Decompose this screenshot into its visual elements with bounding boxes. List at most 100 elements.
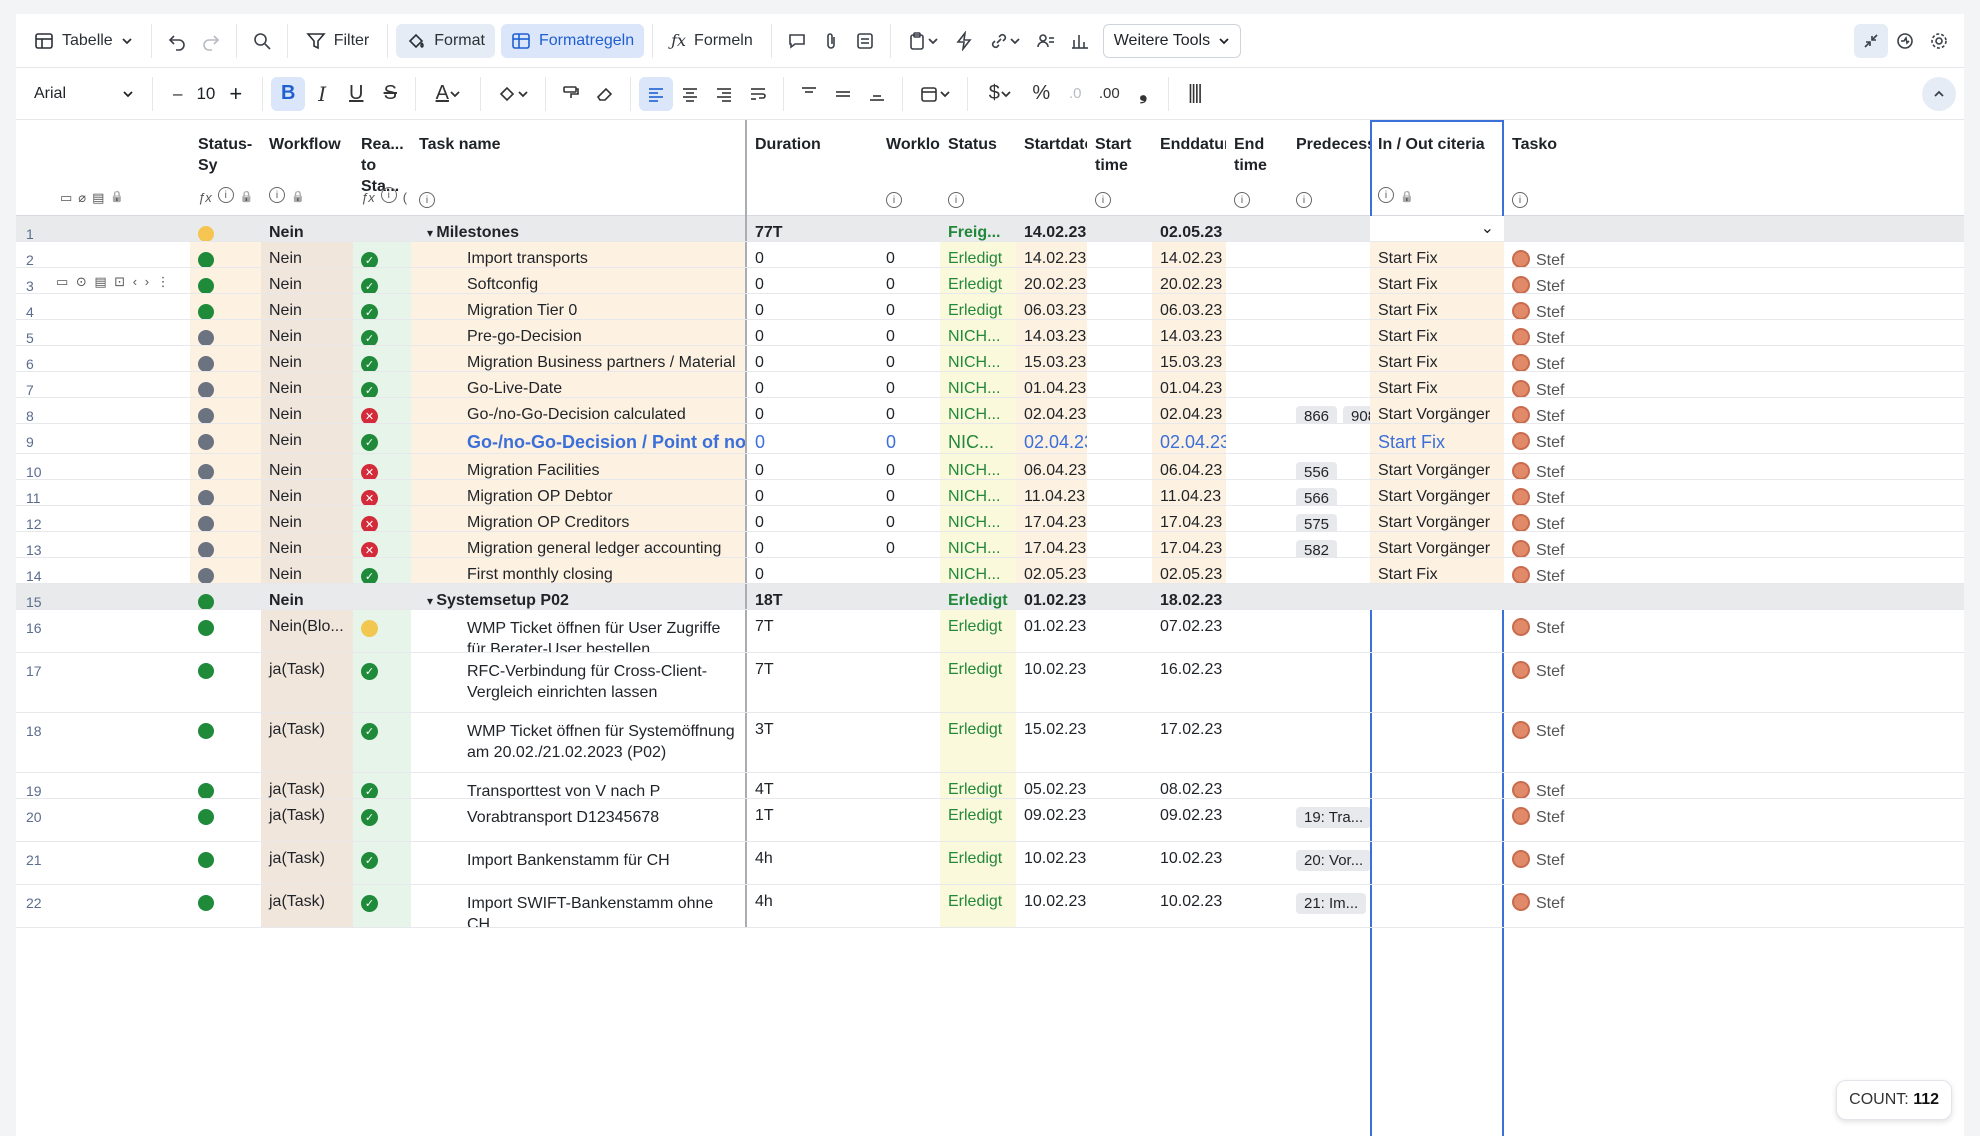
cell-enddate[interactable]: 17.02.23 [1152, 713, 1226, 772]
fill-color-button[interactable] [489, 77, 537, 111]
cell-rownum[interactable]: 5 [16, 320, 190, 345]
cell-workflow[interactable]: ja(Task) [261, 885, 353, 927]
cell-task[interactable]: Go-/no-Go-Decision calculated [411, 398, 747, 423]
collapse-format-bar-button[interactable] [1922, 76, 1956, 111]
cell-task[interactable]: Transporttest von V nach P [411, 773, 747, 798]
cell-predecessors[interactable] [1288, 610, 1370, 652]
cell-enddate[interactable]: 10.02.23 [1152, 842, 1226, 884]
cell-duration[interactable]: 4T [747, 773, 878, 798]
cell-task[interactable]: Migration Business partners / Material [411, 346, 747, 371]
cell-status[interactable]: Erledigt [940, 610, 1016, 652]
cell-rownum[interactable]: 20 [16, 799, 190, 841]
cell-startdate[interactable]: 10.02.23 [1016, 842, 1087, 884]
predecessor-chip[interactable]: 20: Vor... [1296, 850, 1370, 871]
column-header-duration[interactable]: Duration [747, 120, 878, 216]
cell-rownum[interactable]: 22 [16, 885, 190, 927]
column-header-taskowner[interactable]: Tasko i [1504, 120, 1964, 216]
cell-enddate[interactable]: 02.04.23 [1152, 398, 1226, 423]
cell-starttime[interactable] [1087, 424, 1152, 453]
table-row[interactable]: 19 ja(Task) ✓ Transporttest von V nach P 4T E… [16, 773, 1964, 799]
formulas-button[interactable]: ƒx Formeln [661, 24, 763, 58]
cell-workload[interactable] [878, 885, 940, 927]
column-header-status[interactable]: Status i [940, 120, 1016, 216]
cell-workload[interactable]: 0 [878, 454, 940, 479]
cell-status-sy[interactable] [190, 558, 261, 583]
filter-button[interactable]: Filter [296, 24, 380, 58]
cell-task[interactable]: Migration Facilities [411, 454, 747, 479]
cell-taskowner[interactable]: Stef [1504, 653, 1964, 712]
cell-workload[interactable] [878, 842, 940, 884]
cell-workload[interactable]: 0 [878, 242, 940, 267]
table-row[interactable]: 17 ja(Task) ✓ RFC-Verbindung für Cross-Clie… [16, 653, 1964, 713]
cell-enddate[interactable]: 06.03.23 [1152, 294, 1226, 319]
cell-endtime[interactable] [1226, 454, 1288, 479]
comment-button[interactable] [780, 24, 814, 58]
cell-duration[interactable]: 7T [747, 610, 878, 652]
cell-starttime[interactable] [1087, 268, 1152, 293]
cell-status-sy[interactable] [190, 398, 261, 423]
decrease-decimal-button[interactable]: .0 [1058, 77, 1092, 111]
cell-rownum[interactable]: 21 [16, 842, 190, 884]
cell-duration[interactable]: 7T [747, 653, 878, 712]
cell-workflow[interactable]: ja(Task) [261, 773, 353, 798]
predecessor-chip[interactable]: 19: Tra... [1296, 807, 1370, 828]
table-row[interactable]: 9 Nein ✓ Go-/no-Go-Decision / Point of no r… [16, 424, 1964, 454]
cell-inout[interactable]: Start Fix [1370, 320, 1504, 345]
cell-enddate[interactable]: 02.05.23 [1152, 558, 1226, 583]
cell-workflow[interactable]: ja(Task) [261, 653, 353, 712]
cell-enddate[interactable]: 18.02.23 [1152, 584, 1226, 609]
cell-predecessors[interactable] [1288, 268, 1370, 293]
undo-button[interactable] [160, 24, 194, 58]
table-row[interactable]: 8 Nein ✕ Go-/no-Go-Decision calculated 0 0 NIC… [16, 398, 1964, 424]
cell-rownum[interactable]: 19 [16, 773, 190, 798]
cell-enddate[interactable]: 14.03.23 [1152, 320, 1226, 345]
cell-endtime[interactable] [1226, 372, 1288, 397]
view-switcher[interactable]: Tabelle [24, 24, 143, 58]
cell-task[interactable]: Pre-go-Decision [411, 320, 747, 345]
cell-rownum[interactable]: 17 [16, 653, 190, 712]
font-size-value[interactable]: 10 [196, 83, 216, 103]
cell-starttime[interactable] [1087, 799, 1152, 841]
cell-startdate[interactable]: 10.02.23 [1016, 653, 1087, 712]
cell-task[interactable]: First monthly closing [411, 558, 747, 583]
cell-starttime[interactable] [1087, 372, 1152, 397]
predecessor-chip[interactable]: 582 [1296, 540, 1338, 557]
format-button[interactable]: Format [396, 23, 495, 58]
cell-workload[interactable]: 0 [878, 346, 940, 371]
row-actions[interactable]: ▭ ⊙ ▤ ⊡ ‹ › ⋮ [56, 274, 172, 289]
cell-endtime[interactable] [1226, 610, 1288, 652]
cell-task[interactable]: Import Bankenstamm für CH [411, 842, 747, 884]
cell-taskowner[interactable]: Stef [1504, 346, 1964, 371]
predecessor-chip[interactable]: 566 [1296, 488, 1338, 505]
cell-enddate[interactable]: 01.04.23 [1152, 372, 1226, 397]
cell-rownum[interactable]: 16 [16, 610, 190, 652]
cell-enddate[interactable]: 14.02.23 [1152, 242, 1226, 267]
cell-status-sy[interactable] [190, 320, 261, 345]
cell-workload[interactable] [878, 713, 940, 772]
cell-inout[interactable]: Start Vorgänger [1370, 506, 1504, 531]
cell-status-sy[interactable] [190, 584, 261, 609]
cell-predecessors[interactable]: 582 [1288, 532, 1370, 557]
column-header-rownum[interactable]: ▭ ⌀ ▤ 🔒 [16, 120, 190, 216]
cell-starttime[interactable] [1087, 713, 1152, 772]
cell-status-sy[interactable] [190, 424, 261, 453]
cell-workflow[interactable]: Nein [261, 320, 353, 345]
cell-predecessors[interactable] [1288, 216, 1370, 241]
cell-ready[interactable]: ✓ [353, 885, 411, 927]
cell-duration[interactable]: 0 [747, 294, 878, 319]
cell-task[interactable]: ▾ Milestones [411, 216, 747, 241]
cell-rownum[interactable]: 10 [16, 454, 190, 479]
cell-predecessors[interactable]: 19: Tra... [1288, 799, 1370, 841]
cell-startdate[interactable]: 02.05.23 [1016, 558, 1087, 583]
cell-inout[interactable]: Start Fix [1370, 294, 1504, 319]
cell-taskowner[interactable]: Stef [1504, 842, 1964, 884]
table-row[interactable]: 21 ja(Task) ✓ Import Bankenstamm für CH 4h Er… [16, 842, 1964, 885]
cell-predecessors[interactable] [1288, 713, 1370, 772]
cell-startdate[interactable]: 17.04.23 [1016, 532, 1087, 557]
cell-endtime[interactable] [1226, 480, 1288, 505]
cell-workflow[interactable]: Nein [261, 294, 353, 319]
cell-task[interactable]: WMP Ticket öffnen für Systemöffnung am 2… [411, 713, 747, 772]
predecessor-chip[interactable]: 908 [1343, 406, 1370, 423]
redo-button[interactable] [194, 24, 228, 58]
cell-workload[interactable]: 0 [878, 506, 940, 531]
